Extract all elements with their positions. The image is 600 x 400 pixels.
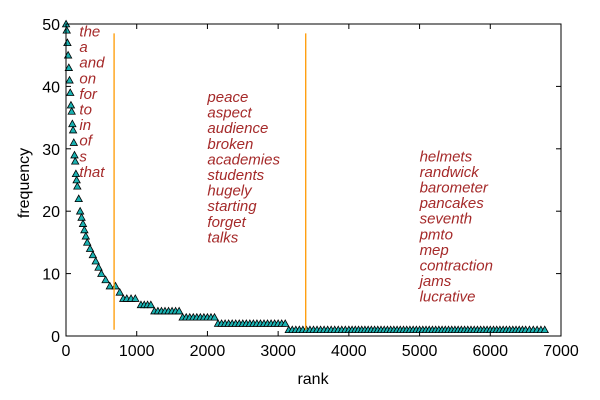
word-label: mep [420,242,449,259]
data-point [101,275,110,284]
x-tick-label: 5000 [402,343,438,360]
data-point [63,38,72,46]
data-point [111,281,120,290]
word-label: randwick [420,164,481,181]
x-tick-label: 6000 [472,343,508,360]
x-tick-label: 2000 [190,343,226,360]
word-label: aspect [207,105,252,122]
data-point [73,181,82,190]
data-point [65,75,74,84]
data-markers [61,19,550,334]
word-label: a [79,39,87,56]
word-label: on [79,70,96,87]
data-point [69,138,79,146]
word-label: and [79,55,105,72]
word-label: talks [207,229,238,246]
data-point [210,312,219,321]
data-point [70,156,80,165]
word-label: peace [206,89,248,106]
data-point [94,262,103,271]
word-label: to [79,101,92,118]
data-point [62,25,71,34]
word-label: students [207,167,264,184]
data-point [75,206,85,215]
word-label: seventh [420,211,473,228]
word-label: jams [418,273,452,290]
data-point [67,106,76,115]
data-point [78,219,88,227]
data-point [71,169,81,178]
x-axis-label: rank [297,371,329,388]
word-label: broken [207,136,253,153]
y-tick-label: 50 [42,17,60,34]
data-point [74,194,84,203]
data-point [68,125,78,134]
x-tick-label: 3000 [260,343,296,360]
data-point [280,319,290,327]
y-tick-label: 30 [42,142,60,159]
data-point [91,256,100,265]
x-tick-label: 0 [62,343,71,360]
threshold-lines [113,33,307,330]
data-point [68,119,77,128]
data-point [72,175,81,184]
data-point [97,269,106,277]
axes: 0 1000 2000 3000 4000 5000 6000 7000 0 10 20 30 40 50 [42,17,579,360]
word-label: s [79,148,87,165]
word-label: the [79,23,100,40]
word-label: pmto [419,226,453,243]
word-label: helmets [420,148,473,165]
x-tick-label: 1000 [119,343,155,360]
y-tick-label: 10 [42,267,60,284]
word-label: of [79,133,93,150]
word-label: academies [207,151,280,168]
word-label: in [79,117,91,134]
word-label: forget [207,214,246,231]
y-tick-label: 20 [42,204,60,221]
data-point [64,63,74,71]
data-point [65,88,75,96]
data-point [174,306,184,315]
x-tick-label: 7000 [543,343,579,360]
word-label: for [79,86,98,103]
word-label: contraction [420,257,493,274]
data-point [115,287,125,296]
word-label: that [79,164,105,181]
data-point [66,100,76,109]
word-label: lucrative [420,289,476,306]
word-label: barometer [420,179,489,196]
plot-frame [65,23,562,337]
y-tick-label: 0 [51,329,60,346]
word-label: pancakes [419,195,485,212]
x-tick-label: 4000 [331,343,367,360]
data-point [82,237,92,246]
data-point [85,244,95,252]
y-axis-label: frequency [16,148,33,218]
data-point [540,325,550,334]
data-point [77,213,86,221]
data-point [88,250,98,259]
word-label: starting [207,198,257,215]
y-tick-label: 40 [42,79,60,96]
data-point [105,281,115,290]
data-point [81,231,91,240]
data-point [146,300,156,309]
word-label: audience [207,120,268,137]
data-point [80,225,89,234]
data-point [70,150,79,159]
data-point [131,294,140,302]
word-label: hugely [207,183,253,200]
